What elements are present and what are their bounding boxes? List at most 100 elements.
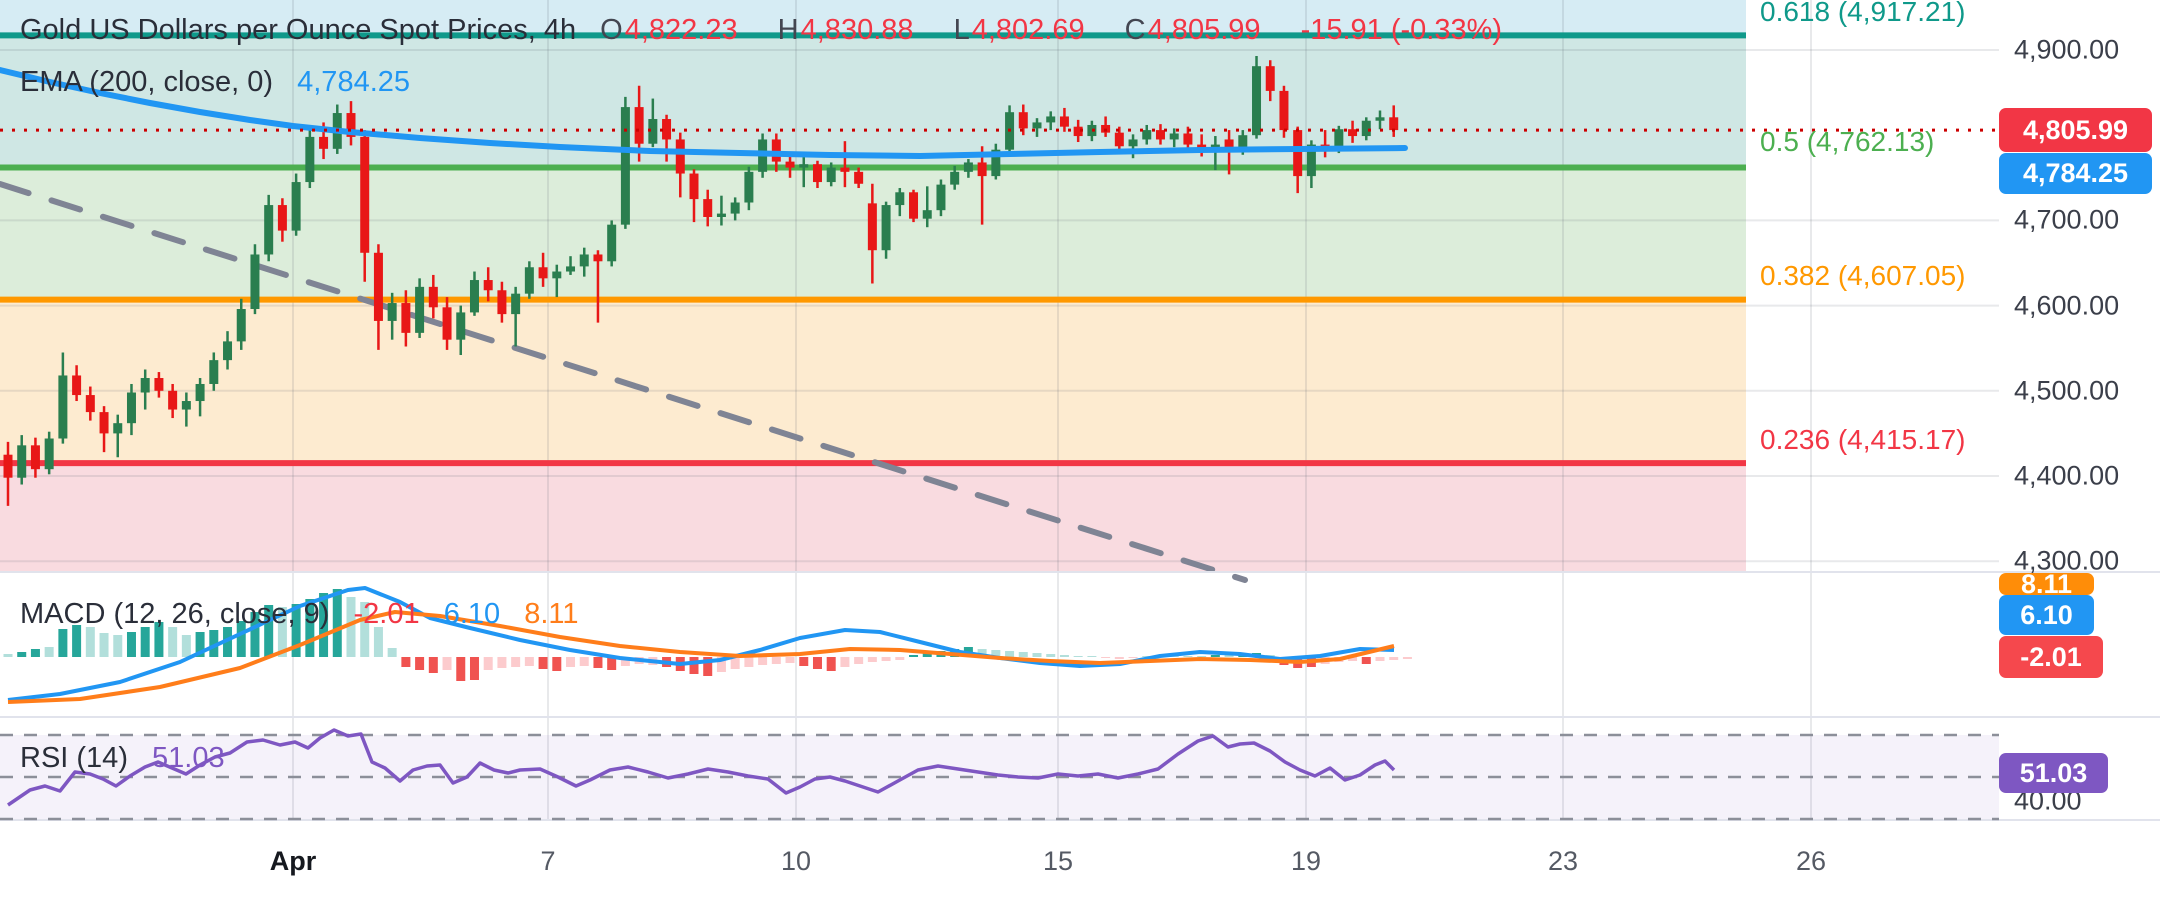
candle-body [497, 290, 507, 315]
macd-histogram-bar [1046, 654, 1056, 657]
macd-histogram-bar [1059, 655, 1069, 657]
candle-body [1128, 139, 1138, 147]
macd-histogram-bar [977, 649, 987, 657]
macd-histogram-bar [469, 657, 479, 680]
macd-histogram-bar [826, 657, 836, 671]
candle-body [895, 192, 905, 206]
macd-histogram-bar [854, 657, 864, 664]
candle-body [1361, 120, 1371, 137]
macd-histogram-bar [291, 604, 301, 657]
macd-histogram-bar [17, 652, 27, 657]
candle-body [1348, 129, 1358, 137]
candle-body [223, 341, 233, 361]
candle-body [1046, 116, 1056, 123]
macd-histogram-bar [1197, 656, 1207, 657]
candle-body [1114, 132, 1124, 147]
macd-histogram-bar [579, 657, 589, 666]
fib-band [0, 35, 1746, 168]
candle-body [72, 375, 82, 396]
macd-histogram-bar [1375, 657, 1385, 661]
candle-body [538, 267, 548, 279]
candle-body [744, 171, 754, 203]
macd-histogram-bar [620, 657, 630, 666]
macd-histogram-bar [511, 657, 521, 667]
time-axis[interactable] [0, 820, 2160, 901]
macd-histogram-bar [58, 629, 68, 657]
macd-histogram-bar [277, 607, 287, 657]
candle-body [607, 224, 617, 262]
macd-histogram-bar [1073, 656, 1083, 657]
macd-histogram-bar [332, 589, 342, 657]
candle-body [1265, 66, 1275, 91]
candle-body [3, 454, 13, 478]
macd-signal-line [7, 610, 1395, 704]
macd-histogram-bar [442, 657, 452, 670]
candle-body [1183, 133, 1193, 145]
macd-histogram-bar [1402, 657, 1412, 659]
candle-body [1018, 112, 1028, 129]
macd-histogram-bar [72, 625, 82, 657]
macd-histogram-bar [1114, 657, 1124, 659]
candle-body [373, 252, 383, 321]
macd-histogram-bar [428, 657, 438, 673]
candle-body [730, 202, 740, 214]
macd-histogram-bar [730, 657, 740, 669]
macd-histogram-bar [305, 599, 315, 657]
macd-histogram-bar [209, 630, 219, 657]
macd-histogram-bar [1348, 657, 1358, 661]
candle-body [524, 267, 534, 294]
macd-histogram-bar [387, 648, 397, 657]
rsi-pane[interactable] [0, 717, 1999, 820]
rsi-line [7, 728, 1396, 807]
candle-body [881, 205, 891, 251]
macd-histogram-bar [1087, 656, 1097, 657]
macd-histogram-bar [1032, 653, 1042, 657]
candle-body [44, 438, 54, 470]
macd-histogram-bar [566, 657, 576, 667]
macd-histogram-bar [346, 597, 356, 657]
candle-body [812, 164, 822, 183]
macd-histogram-bar [1210, 655, 1220, 657]
main-price-pane[interactable] [0, 0, 1999, 572]
macd-histogram-bar [881, 657, 891, 661]
candle-body [264, 205, 274, 255]
macd-histogram-bar [85, 627, 95, 657]
macd-line [7, 586, 1395, 702]
candle-body [648, 119, 658, 144]
macd-histogram-bar [401, 657, 411, 667]
macd-histogram-bar [250, 612, 260, 657]
candle-body [662, 119, 672, 140]
macd-pane[interactable] [0, 572, 1999, 717]
fib-band [0, 463, 1746, 572]
macd-histogram-bar [524, 657, 534, 666]
candle-body [305, 136, 315, 183]
candle-body [1224, 139, 1234, 149]
trendline [0, 181, 1248, 583]
macd-histogram-bar [415, 657, 425, 670]
candle-body [277, 205, 287, 231]
macd-histogram-bar [758, 657, 768, 665]
candle-body [140, 378, 150, 393]
macd-histogram-bar [483, 657, 493, 670]
macd-histogram-bar [799, 657, 809, 666]
macd-histogram-bar [771, 657, 781, 664]
candle-body [771, 139, 781, 162]
macd-histogram-bar [1361, 657, 1371, 664]
candle-body [113, 423, 123, 434]
macd-histogram-bar [991, 650, 1001, 657]
candle-body [195, 383, 205, 402]
candle-body [867, 203, 877, 251]
price-axis[interactable] [1999, 0, 2160, 820]
macd-histogram-bar [319, 593, 329, 657]
candle-body [854, 171, 864, 184]
candle-body [1279, 90, 1289, 131]
macd-histogram-bar [236, 621, 246, 657]
candle-body [85, 395, 95, 413]
candle-body [634, 107, 644, 144]
macd-histogram-bar [195, 632, 205, 657]
candle-body [936, 184, 946, 211]
macd-histogram-bar [99, 633, 109, 657]
fib-band [0, 299, 1746, 464]
macd-histogram-bar [154, 622, 164, 657]
candle-body [1375, 117, 1385, 121]
